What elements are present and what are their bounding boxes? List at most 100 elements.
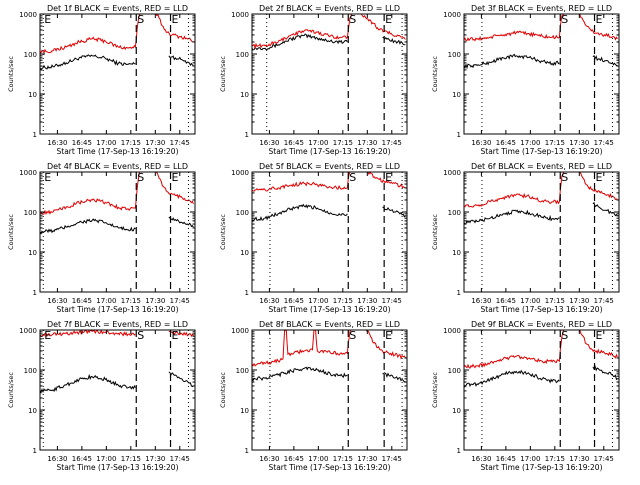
y-tick-label: 1 xyxy=(457,447,461,455)
lld-line xyxy=(252,14,352,50)
y-tick-label: 100 xyxy=(236,209,249,217)
x-tick-label: 17:15 xyxy=(545,455,565,463)
events-line xyxy=(382,36,406,46)
marker-label: E xyxy=(172,171,179,184)
x-axis-label: Start Time (17-Sep-13 16:19:20) xyxy=(57,463,179,472)
x-tick-label: 16:30 xyxy=(47,297,67,305)
lld-line xyxy=(155,14,194,43)
x-tick-label: 17:00 xyxy=(520,297,540,305)
events-line xyxy=(592,364,618,381)
y-tick-label: 10 xyxy=(28,249,37,257)
marker-label: E xyxy=(44,171,51,184)
marker-label: E xyxy=(596,13,603,26)
events-line xyxy=(464,369,560,388)
x-axis-label: Start Time (17-Sep-13 16:19:20) xyxy=(57,147,179,156)
x-tick-label: 17:45 xyxy=(382,139,402,147)
y-axis-label: Counts/sec xyxy=(7,372,15,408)
lld-line xyxy=(367,172,406,189)
events-line xyxy=(252,33,348,51)
x-tick-label: 17:45 xyxy=(594,455,614,463)
x-tick-label: 17:45 xyxy=(382,455,402,463)
chart-title: Det 7f BLACK = Events, RED = LLD xyxy=(47,320,188,329)
chart-title: Det 9f BLACK = Events, RED = LLD xyxy=(471,320,612,329)
lld-line xyxy=(365,330,406,360)
x-tick-label: 17:00 xyxy=(308,455,328,463)
chart-panel: E S E 1 10 100 1000 16:30 16:45 17:00 17:15 17:30 17… xyxy=(7,320,196,472)
y-tick-label: 1 xyxy=(33,131,37,139)
x-tick-label: 17:30 xyxy=(357,455,377,463)
lld-line xyxy=(168,330,194,338)
y-tick-label: 10 xyxy=(452,249,461,257)
lld-line xyxy=(579,172,618,201)
x-tick-label: 16:30 xyxy=(471,297,491,305)
marker-label: S xyxy=(349,13,356,26)
lld-line xyxy=(40,172,140,216)
x-tick-label: 17:30 xyxy=(357,139,377,147)
x-tick-label: 17:00 xyxy=(308,139,328,147)
y-axis-label: Counts/sec xyxy=(219,56,227,92)
x-tick-label: 17:15 xyxy=(333,297,353,305)
y-tick-label: 1000 xyxy=(19,327,37,335)
x-tick-label: 17:15 xyxy=(121,297,141,305)
y-tick-label: 100 xyxy=(236,367,249,375)
chart-title: Det 2f BLACK = Events, RED = LLD xyxy=(259,4,400,13)
y-axis-label: Counts/sec xyxy=(431,214,439,250)
x-tick-label: 17:45 xyxy=(170,455,190,463)
x-tick-label: 17:45 xyxy=(594,139,614,147)
marker-label: S xyxy=(561,13,568,26)
y-tick-label: 10 xyxy=(452,91,461,99)
x-tick-label: 16:45 xyxy=(284,455,304,463)
x-tick-label: 16:30 xyxy=(259,139,279,147)
y-axis-label: Counts/sec xyxy=(219,372,227,408)
x-tick-label: 16:45 xyxy=(72,455,92,463)
marker-label: S xyxy=(561,171,568,184)
y-tick-label: 1000 xyxy=(231,327,249,335)
lld-line xyxy=(40,330,136,338)
chart-panel: E S E 1 10 100 1000 16:30 16:45 17:00 17:15 17:30 17… xyxy=(7,162,196,314)
x-tick-label: 16:30 xyxy=(471,455,491,463)
events-line xyxy=(40,218,136,235)
plot-frame xyxy=(39,171,196,293)
y-tick-label: 1000 xyxy=(19,169,37,177)
chart-title: Det 5f BLACK = Events, RED = LLD xyxy=(259,162,400,171)
lld-line xyxy=(464,14,564,42)
y-tick-label: 100 xyxy=(448,209,461,217)
plot-frame xyxy=(463,13,620,135)
x-axis-label: Start Time (17-Sep-13 16:19:20) xyxy=(269,463,391,472)
y-tick-label: 100 xyxy=(24,51,37,59)
y-tick-label: 1000 xyxy=(231,11,249,19)
x-tick-label: 16:45 xyxy=(496,455,516,463)
plot-frame xyxy=(251,13,408,135)
x-tick-label: 16:45 xyxy=(496,297,516,305)
x-axis-label: Start Time (17-Sep-13 16:19:20) xyxy=(481,463,603,472)
events-line xyxy=(252,366,348,382)
x-tick-label: 16:45 xyxy=(72,297,92,305)
y-tick-label: 10 xyxy=(240,91,249,99)
events-line xyxy=(40,373,136,394)
y-tick-label: 1 xyxy=(457,131,461,139)
x-tick-label: 17:00 xyxy=(520,455,540,463)
events-line xyxy=(168,216,194,228)
y-tick-label: 100 xyxy=(236,51,249,59)
x-tick-label: 17:15 xyxy=(333,455,353,463)
plot-frame xyxy=(39,13,196,135)
chart-panel: S E 1 10 100 1000 16:30 16:45 17:00 17:15 17:30 17:… xyxy=(431,4,620,156)
x-tick-label: 16:45 xyxy=(496,139,516,147)
x-tick-label: 17:15 xyxy=(121,139,141,147)
lld-line xyxy=(464,172,564,208)
events-line xyxy=(252,203,348,222)
chart-panel: E S E 1 10 100 1000 16:30 16:45 17:00 17:15 17:30 17… xyxy=(7,4,196,156)
y-axis-label: Counts/sec xyxy=(431,372,439,408)
y-tick-label: 1 xyxy=(33,289,37,297)
y-tick-label: 10 xyxy=(28,91,37,99)
marker-label: E xyxy=(44,329,51,342)
events-line xyxy=(592,54,618,67)
events-line xyxy=(40,54,136,71)
chart-panel: S E 1 10 100 1000 16:30 16:45 17:00 17:15 17:30 17:… xyxy=(219,162,408,314)
x-tick-label: 17:45 xyxy=(170,139,190,147)
events-line xyxy=(464,53,560,70)
y-axis-label: Counts/sec xyxy=(219,214,227,250)
lld-line xyxy=(40,14,140,54)
x-tick-label: 17:15 xyxy=(545,139,565,147)
